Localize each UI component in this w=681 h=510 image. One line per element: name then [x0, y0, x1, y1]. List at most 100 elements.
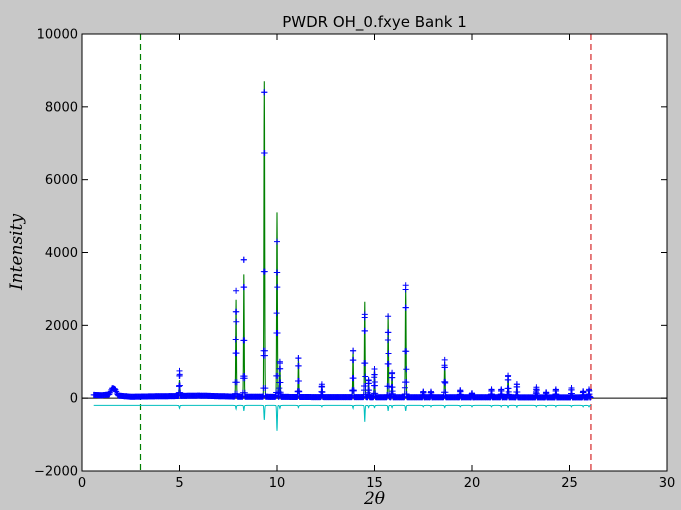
observed-point [295, 355, 302, 362]
observed-point [362, 360, 369, 367]
observed-point [350, 357, 357, 364]
observed-point [544, 394, 551, 401]
observed-point [389, 374, 396, 381]
observed-point [274, 284, 281, 291]
observed-point [403, 393, 410, 400]
difference-series-line [93, 404, 591, 431]
observed-point [233, 308, 240, 315]
observed-point [262, 392, 269, 399]
x-tick-label: 10 [269, 476, 286, 491]
observed-point [233, 350, 240, 357]
observed-point [261, 268, 268, 275]
y-tick-label: 6000 [45, 173, 78, 188]
observed-point [262, 385, 269, 392]
observed-point [361, 311, 368, 318]
observed-point [554, 394, 560, 401]
observed-point [587, 394, 594, 401]
observed-point [233, 379, 240, 386]
observed-point [362, 373, 369, 380]
y-tick-label: 0 [70, 392, 78, 407]
observed-point [273, 310, 280, 317]
observed-point [505, 385, 512, 392]
data-layer [82, 34, 667, 471]
y-tick-label: 10000 [37, 28, 78, 43]
observed-point [515, 394, 521, 401]
observed-point [385, 360, 392, 367]
y-tick-label: 8000 [45, 100, 78, 115]
observed-point [261, 150, 268, 156]
observed-point [442, 378, 449, 385]
observed-point [241, 375, 248, 382]
observed-point [261, 89, 268, 96]
observed-point [403, 379, 410, 386]
observed-point [441, 364, 448, 371]
observed-point [403, 348, 410, 355]
observed-point [384, 337, 391, 343]
x-tick-label: 0 [78, 476, 86, 491]
observed-point [569, 394, 576, 401]
observed-point [470, 394, 477, 401]
observed-point [441, 356, 448, 363]
observed-point [489, 394, 496, 401]
observed-point [362, 383, 369, 389]
observed-point [390, 394, 397, 401]
y-tick-label: 4000 [45, 246, 78, 261]
observed-point [274, 372, 281, 379]
observed-point [514, 383, 521, 390]
observed-point [274, 330, 281, 336]
x-axis-label: 2θ [363, 489, 385, 509]
observed-point [429, 394, 436, 401]
observed-point [350, 375, 357, 382]
observed-point [233, 287, 240, 294]
observed-point [234, 393, 241, 400]
observed-point [177, 392, 184, 399]
observed-point [371, 366, 378, 372]
observed-point [458, 394, 465, 401]
x-tick-label: 5 [175, 476, 183, 491]
observed-point [277, 379, 284, 386]
observed-point [277, 365, 284, 372]
observed-point [403, 366, 410, 373]
observed-point [295, 378, 302, 384]
observed-point [176, 372, 183, 379]
observed-point [232, 336, 239, 343]
observed-point [276, 358, 283, 365]
observed-point [385, 383, 392, 390]
observed-point [177, 382, 183, 389]
observed-point [505, 376, 512, 383]
observed-point [371, 371, 378, 378]
observed-point [365, 380, 372, 387]
observed-point [385, 329, 392, 336]
observed-point [295, 362, 302, 369]
observed-point [350, 347, 357, 354]
observed-point [233, 318, 240, 325]
observed-point [320, 394, 326, 400]
observed-series [90, 89, 594, 401]
x-tick-label: 15 [366, 476, 383, 491]
observed-point [242, 393, 248, 400]
observed-point [534, 394, 541, 401]
y-tick-label: −2000 [34, 465, 78, 480]
observed-point [506, 394, 513, 401]
observed-point [351, 394, 358, 400]
observed-point [262, 352, 268, 359]
x-tick-label: 25 [561, 476, 578, 491]
observed-point [402, 304, 409, 311]
observed-point [362, 327, 368, 334]
observed-point [385, 313, 392, 320]
observed-point [402, 282, 409, 289]
observed-point [372, 394, 379, 401]
observed-point [385, 350, 392, 357]
observed-point [274, 238, 280, 245]
x-tick-label: 30 [659, 476, 676, 491]
observed-point [372, 382, 378, 389]
observed-point [278, 393, 285, 400]
observed-point [240, 256, 247, 263]
observed-point [389, 384, 396, 391]
observed-point [421, 394, 428, 401]
plot-frame [81, 33, 668, 472]
observed-point [241, 284, 248, 291]
observed-point [296, 393, 303, 400]
